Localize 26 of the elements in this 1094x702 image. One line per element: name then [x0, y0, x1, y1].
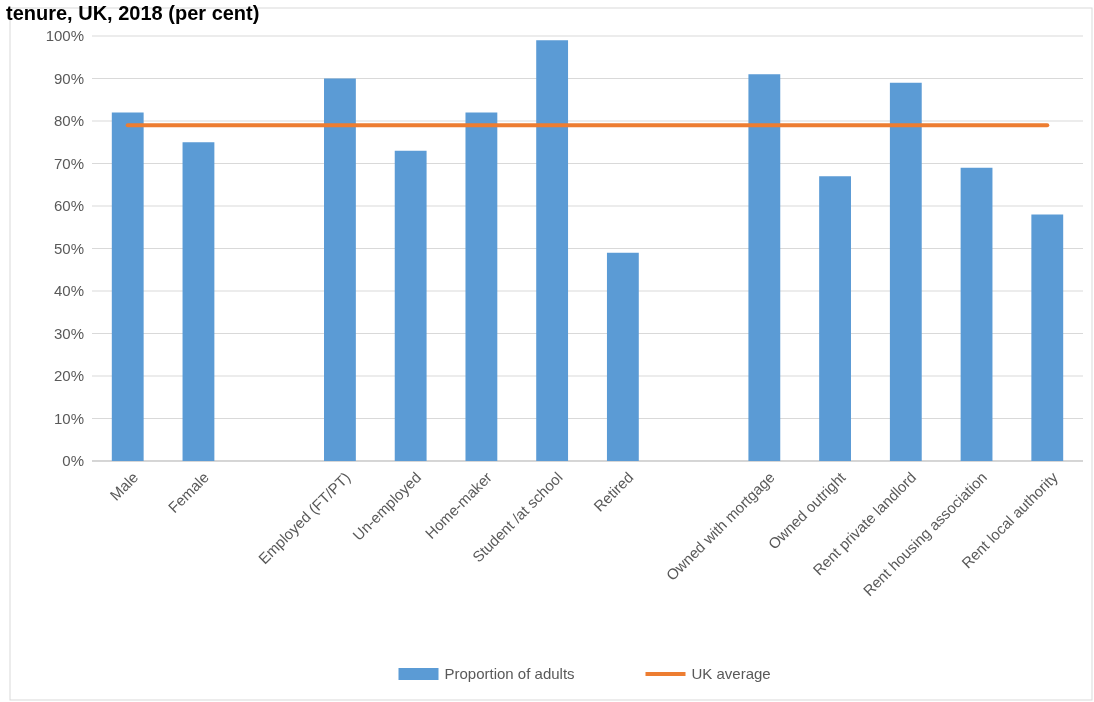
bar	[182, 142, 215, 461]
y-tick-label: 40%	[53, 282, 84, 300]
bar	[960, 167, 993, 461]
bar	[889, 82, 922, 461]
bar	[394, 150, 427, 461]
chart-title: tenure, UK, 2018 (per cent)	[6, 2, 260, 24]
bar	[819, 176, 851, 461]
bar	[111, 112, 144, 461]
bar	[324, 78, 356, 461]
bar	[536, 40, 569, 461]
legend-label: UK average	[691, 665, 771, 683]
y-tick-label: 30%	[53, 324, 84, 342]
y-tick-label: 80%	[53, 112, 84, 130]
y-tick-label: 60%	[53, 197, 84, 215]
bar	[606, 252, 639, 461]
legend-label: Proportion of adults	[444, 665, 575, 683]
bar	[748, 74, 781, 461]
y-tick-label: 100%	[45, 27, 84, 45]
y-tick-label: 50%	[53, 239, 84, 257]
bar	[1031, 214, 1064, 461]
y-tick-label: 70%	[53, 154, 84, 172]
y-tick-label: 20%	[53, 367, 84, 385]
y-tick-label: 10%	[53, 409, 84, 427]
y-tick-label: 0%	[62, 452, 84, 470]
y-tick-label: 90%	[53, 69, 84, 87]
bar	[465, 112, 498, 461]
